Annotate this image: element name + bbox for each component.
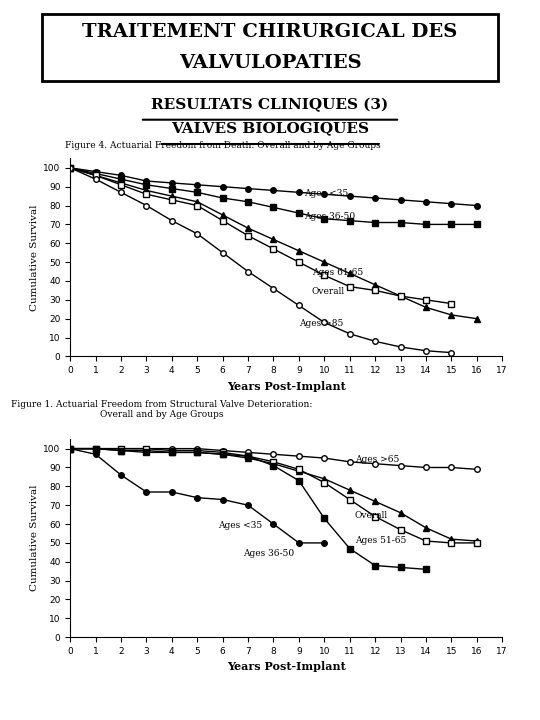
Text: Overall: Overall [355, 511, 388, 521]
Text: Ages >65: Ages >65 [355, 455, 399, 464]
Text: VALVES BIOLOGIQUES: VALVES BIOLOGIQUES [171, 121, 369, 135]
Text: VALVULOPATIES: VALVULOPATIES [179, 54, 361, 72]
Y-axis label: Cumulative Survival: Cumulative Survival [30, 204, 39, 310]
Text: Ages 61-65: Ages 61-65 [312, 269, 363, 277]
Text: Overall: Overall [312, 287, 345, 296]
Text: Ages >85: Ages >85 [299, 319, 343, 328]
Y-axis label: Cumulative Survival: Cumulative Survival [30, 485, 39, 591]
X-axis label: Years Post-Implant: Years Post-Implant [227, 381, 346, 392]
Text: TRAITEMENT CHIRURGICAL DES: TRAITEMENT CHIRURGICAL DES [83, 23, 457, 41]
Text: Ages 36-50: Ages 36-50 [304, 212, 355, 221]
Text: Ages 51-65: Ages 51-65 [355, 536, 406, 545]
Text: Figure 4. Actuarial Freedom from Death: Overall and by Age Groups: Figure 4. Actuarial Freedom from Death: … [65, 141, 381, 150]
Text: Ages <35: Ages <35 [304, 189, 348, 198]
Text: Ages <35: Ages <35 [218, 521, 262, 530]
Text: Figure 1. Actuarial Freedom from Structural Valve Deterioration:
Overall and by : Figure 1. Actuarial Freedom from Structu… [11, 400, 313, 419]
X-axis label: Years Post-Implant: Years Post-Implant [227, 662, 346, 672]
FancyBboxPatch shape [43, 14, 497, 81]
Text: Ages 36-50: Ages 36-50 [243, 549, 294, 558]
Text: RESULTATS CLINIQUES (3): RESULTATS CLINIQUES (3) [151, 98, 389, 112]
